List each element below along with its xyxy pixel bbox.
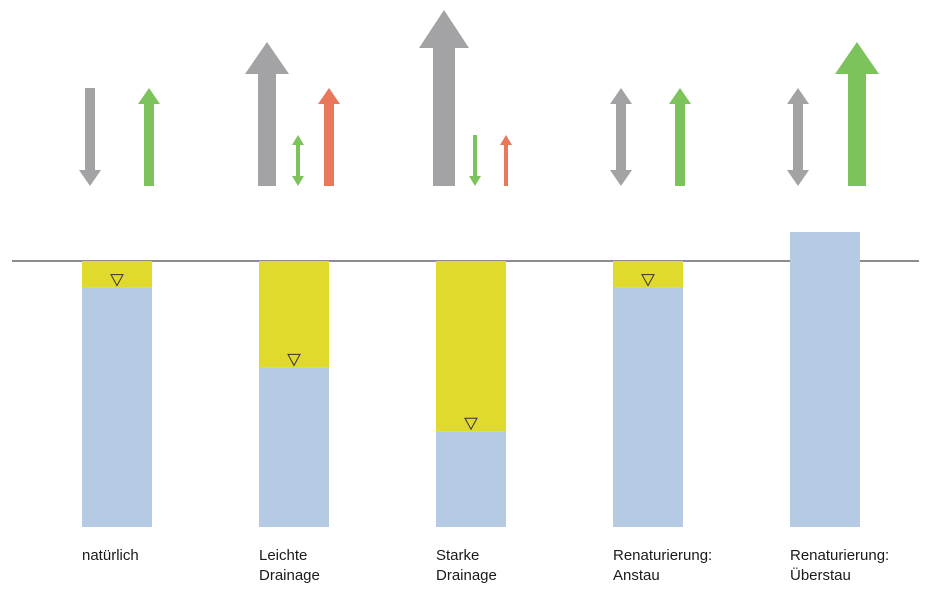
ch4-flux-arrow-up-icon bbox=[138, 88, 160, 186]
aerated-peat-layer bbox=[259, 261, 329, 368]
water-level-icon bbox=[110, 274, 124, 287]
scenario-label: Leichte Drainage bbox=[259, 546, 320, 586]
scenario-label: Renaturierung: Überstau bbox=[790, 546, 889, 586]
water-column bbox=[790, 232, 860, 527]
n2o-flux-arrow-up-icon bbox=[500, 135, 512, 186]
scenario-renaturierung-anstau bbox=[610, 88, 691, 527]
co2-flux-arrow-up-icon bbox=[419, 10, 469, 186]
water-saturated-layer bbox=[259, 367, 329, 527]
scenario-label: Starke Drainage bbox=[436, 546, 497, 586]
ch4-flux-arrow-both-icon bbox=[292, 135, 304, 186]
scenario-label: natürlich bbox=[82, 546, 139, 566]
water-saturated-layer bbox=[436, 431, 506, 527]
water-saturated-layer bbox=[613, 287, 683, 527]
water-level-icon bbox=[287, 353, 301, 367]
scenario-label: Renaturierung: Anstau bbox=[613, 546, 712, 586]
co2-flux-arrow-both-icon bbox=[787, 88, 809, 186]
ch4-flux-arrow-up-icon bbox=[669, 88, 691, 186]
scenario-starke-drainage bbox=[419, 10, 512, 527]
n2o-flux-arrow-up-icon bbox=[318, 88, 340, 186]
ch4-flux-arrow-down-icon bbox=[469, 135, 481, 186]
scenario-label-line: Überstau bbox=[790, 567, 851, 584]
scenario-label-line: Anstau bbox=[613, 567, 660, 584]
scenario-label-line: natürlich bbox=[82, 547, 139, 564]
water-saturated-layer bbox=[82, 287, 152, 527]
scenario-renaturierung-ueberstau bbox=[787, 42, 879, 527]
co2-flux-arrow-both-icon bbox=[610, 88, 632, 186]
aerated-peat-layer bbox=[436, 261, 506, 432]
scenario-natuerlich bbox=[79, 88, 160, 527]
scenario-label-line: Drainage bbox=[436, 567, 497, 584]
scenario-label-line: Leichte bbox=[259, 547, 308, 564]
scenario-label-line: Renaturierung: bbox=[790, 547, 890, 564]
water-level-icon bbox=[641, 274, 655, 287]
scenario-label-line: Renaturierung: bbox=[613, 547, 713, 564]
ch4-flux-arrow-up-icon bbox=[835, 42, 879, 186]
scenario-label-line: Starke bbox=[436, 547, 480, 564]
scenario-leichte-drainage bbox=[245, 42, 340, 527]
water-level-icon bbox=[464, 417, 478, 431]
scenario-label-line: Drainage bbox=[259, 567, 320, 584]
co2-flux-arrow-down-icon bbox=[79, 88, 101, 186]
co2-flux-arrow-up-icon bbox=[245, 42, 289, 186]
